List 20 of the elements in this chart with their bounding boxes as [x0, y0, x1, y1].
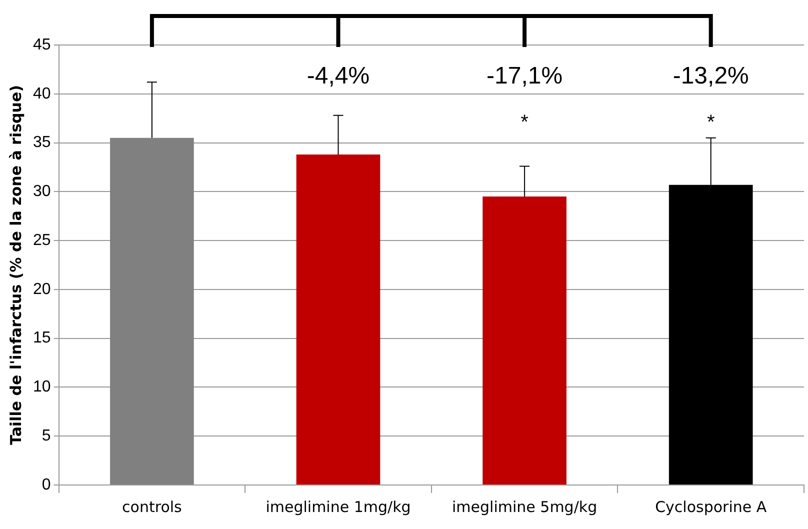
y-tick-label: 30	[33, 183, 51, 200]
annotation: -13,2%	[672, 62, 749, 90]
x-tick-label: controls	[122, 498, 182, 516]
annotation: -17,1%	[486, 62, 563, 90]
y-tick-label: 5	[42, 428, 51, 445]
y-tick-label: 35	[33, 134, 51, 152]
x-tick-label: Cyclosporine A	[655, 498, 768, 516]
y-tick-label: 25	[33, 232, 51, 249]
y-tick-label: 10	[33, 378, 51, 396]
y-tick-label: 20	[33, 280, 51, 298]
x-tick-label: imeglimine 5mg/kg	[452, 498, 598, 516]
annotation: -4,4%	[306, 62, 370, 90]
y-tick-label: 15	[33, 330, 51, 347]
annotation: *	[706, 112, 715, 134]
x-tick-label: imeglimine 1mg/kg	[266, 498, 411, 516]
y-tick-label: 40	[33, 85, 51, 102]
annotation: *	[520, 112, 529, 134]
y-axis-title: Taille de l'infarctus (% de la zone à risque)	[6, 85, 25, 445]
y-tick-label: 45	[33, 36, 51, 54]
y-tick-label: 0	[42, 476, 51, 494]
